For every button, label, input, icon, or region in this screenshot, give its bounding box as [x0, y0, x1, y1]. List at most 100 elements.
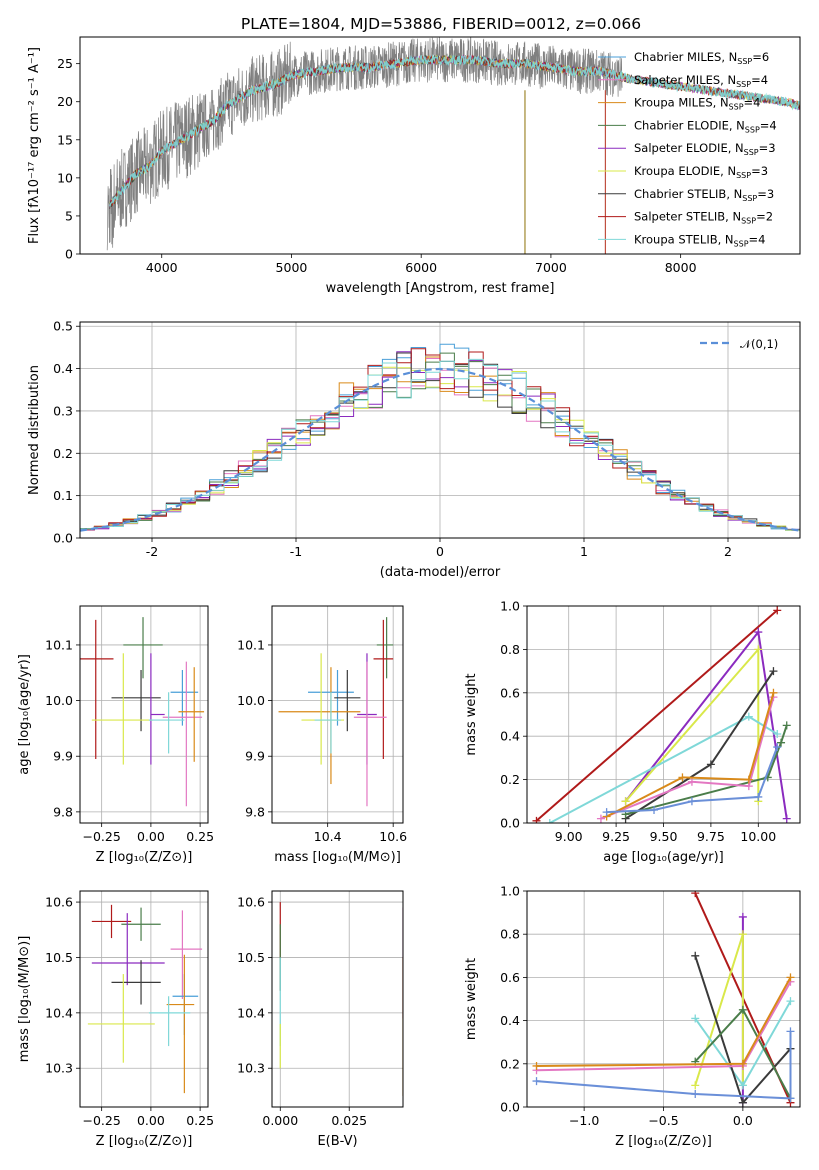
- spectrum-panel: 4000 5000 6000 7000 8000 0 5 10 15 20 25 wavelength…: [27, 36, 801, 296]
- histogram-series: [80, 358, 800, 533]
- y-tick-label: 10.5: [237, 950, 265, 965]
- normal-reference-curve: [80, 367, 800, 532]
- errorbar-point: [170, 910, 203, 999]
- y-tick-label: 10.3: [45, 1061, 73, 1076]
- plus-marker: [773, 743, 782, 752]
- x-tick-label: −1.0: [569, 1113, 599, 1128]
- weight-series-line: [600, 696, 775, 820]
- x-tick-label: −0.5: [648, 1113, 678, 1128]
- errorbar-point: [162, 661, 203, 807]
- plus-marker: [738, 1005, 747, 1014]
- y-tick-label: 10: [57, 170, 73, 185]
- errorbars: [279, 902, 403, 1096]
- y-tick-label: 0.6: [500, 685, 520, 700]
- grid: [527, 890, 800, 1108]
- x-tick-label: 0.000: [262, 1113, 298, 1128]
- x-tick-label: 5000: [276, 260, 308, 275]
- x-tick-label: 10.6: [379, 829, 407, 844]
- y-tick-label: 0.4: [500, 729, 520, 744]
- x-tick-label: -2: [146, 544, 158, 559]
- x-tick-label: 1: [580, 544, 588, 559]
- x-tick-label: 0.0: [733, 1113, 753, 1128]
- x-axis-label: Z [log₁₀(Z/Z⊙)]: [96, 1134, 193, 1149]
- plus-marker: [687, 797, 696, 806]
- errorbar-point: [150, 653, 165, 765]
- y-tick-label: 9.8: [245, 804, 265, 819]
- y-tick-label: 0.8: [500, 642, 520, 657]
- y-tick-label: 0.2: [53, 446, 73, 461]
- y-tick-label: 0.4: [53, 361, 73, 376]
- legend-entry: Chabrier ELODIE, NSSP=4: [634, 118, 777, 134]
- y-tick-label: 1.0: [500, 884, 520, 899]
- ticks: -2 -1 0 1 2 0.0 0.1 0.2 0.3 0.4 0.5: [53, 319, 732, 559]
- plus-marker: [738, 912, 747, 921]
- legend-entry: Kroupa ELODIE, NSSP=3: [634, 164, 768, 180]
- x-axis-label: Z [log₁₀(Z/Z⊙)]: [615, 1134, 712, 1149]
- plus-marker: [777, 738, 786, 747]
- x-tick-label: 10.4: [314, 829, 342, 844]
- y-tick-label: 0.0: [500, 1100, 520, 1115]
- weight-series-line: [625, 725, 788, 816]
- x-tick-label: 10.00: [740, 829, 776, 844]
- y-axis-label: mass [log₁₀(M/M⊙)]: [17, 936, 32, 1063]
- y-tick-label: 20: [57, 94, 73, 109]
- ticks: −0.25 0.00 0.25 10.3 10.4 10.5 10.6: [45, 895, 214, 1128]
- x-tick-label: 4000: [146, 260, 178, 275]
- x-tick-label: 0.00: [137, 1113, 165, 1128]
- plus-marker: [706, 760, 715, 769]
- plus-marker: [691, 951, 700, 960]
- errorbar-point: [91, 653, 153, 765]
- histogram-body: [80, 343, 800, 533]
- x-tick-label: 9.25: [602, 829, 630, 844]
- axes-frame: [79, 321, 801, 539]
- weight-series-line: [694, 933, 744, 1086]
- x-tick-label: 9.75: [697, 829, 725, 844]
- plus-marker: [786, 973, 795, 982]
- errorbar-point: [166, 954, 195, 1094]
- figure-title: PLATE=1804, MJD=53886, FIBERID=0012, z=0…: [241, 15, 641, 33]
- plus-marker: [691, 891, 700, 898]
- errorbars: [87, 904, 203, 1094]
- legend-entry: Salpeter MILES, NSSP=4: [634, 73, 768, 89]
- x-tick-label: 0.00: [137, 829, 165, 844]
- legend-entry: Kroupa STELIB, NSSP=4: [634, 232, 765, 248]
- ticks: 10.4 10.6 9.8 9.9 10.0 10.1: [237, 637, 407, 844]
- plus-marker: [738, 1081, 747, 1090]
- grid: [80, 891, 208, 1107]
- y-tick-label: 0.8: [500, 927, 520, 942]
- y-axis-label: Flux [fλ10⁻¹⁷ erg cm⁻² s⁻¹ A⁻¹]: [27, 47, 42, 244]
- plus-marker: [691, 1090, 700, 1099]
- errorbars: [278, 617, 394, 807]
- errorbar-point: [353, 661, 387, 807]
- y-tick-label: 10.0: [237, 693, 265, 708]
- y-tick-label: 0.2: [500, 1056, 520, 1071]
- plus-marker: [782, 721, 791, 730]
- y-tick-label: 10.3: [237, 1061, 265, 1076]
- y-tick-label: 15: [57, 132, 73, 147]
- y-tick-label: 0.6: [500, 970, 520, 985]
- x-tick-label: −0.25: [83, 829, 121, 844]
- axes-frame: [79, 36, 801, 255]
- errorbar-point: [121, 907, 161, 941]
- plus-marker: [532, 816, 541, 823]
- ticks: 9.00 9.25 9.50 9.75 10.00 0.0 0.2 0.4 0.6 0.8 1.0: [500, 599, 776, 845]
- plus-marker: [754, 792, 763, 801]
- x-axis-label: Z [log₁₀(Z/Z⊙)]: [96, 850, 193, 865]
- weight-series-line: [535, 609, 778, 822]
- spectrum-lines: [106, 37, 800, 254]
- y-tick-label: 9.9: [53, 749, 73, 764]
- plus-marker: [786, 1027, 795, 1036]
- legend-entry: 𝒩(0,1): [740, 337, 778, 351]
- y-tick-label: 1.0: [500, 599, 520, 614]
- x-tick-label: 7000: [535, 260, 567, 275]
- legend-entry: Kroupa MILES, NSSP=4: [634, 96, 760, 112]
- y-tick-label: 10.1: [45, 637, 73, 652]
- weight-series-line: [606, 692, 775, 818]
- y-tick-label: 10.4: [45, 1005, 73, 1020]
- plus-marker: [754, 645, 763, 654]
- plus-marker: [738, 930, 747, 939]
- y-tick-label: 10.5: [45, 950, 73, 965]
- y-tick-label: 10.6: [237, 895, 265, 910]
- plus-marker: [596, 814, 605, 823]
- plus-marker: [782, 814, 791, 823]
